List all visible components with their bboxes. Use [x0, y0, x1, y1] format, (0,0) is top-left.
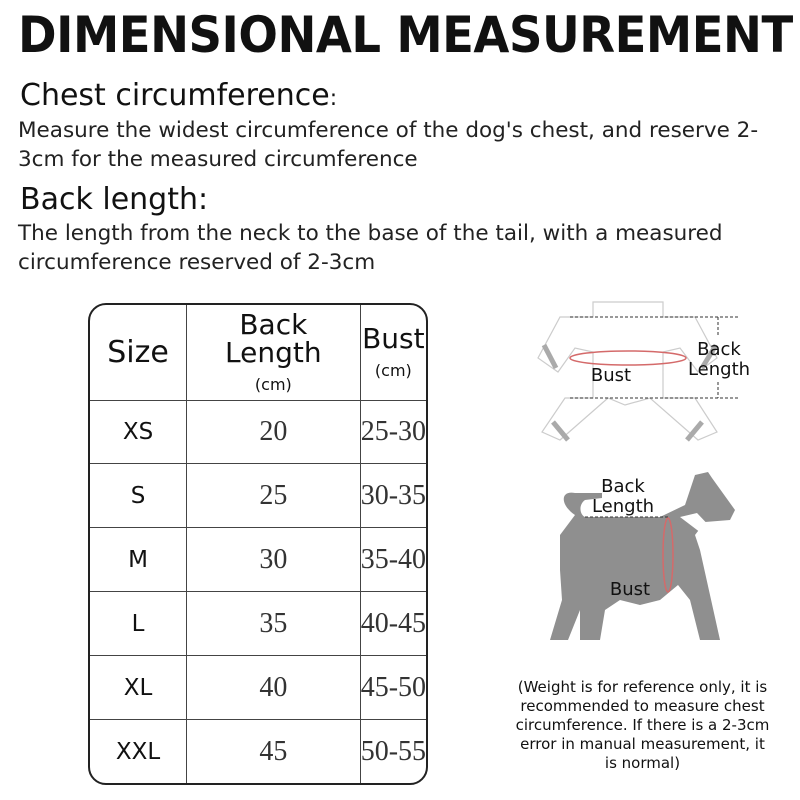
cell-back: 30	[186, 527, 361, 593]
header-bust-label: Bust	[362, 321, 425, 355]
dog-back-label-1: Back	[601, 476, 645, 497]
back-description: The length from the neck to the base of …	[18, 221, 723, 275]
cell-size: XXL	[90, 719, 187, 783]
bust-line	[662, 517, 674, 593]
header-back-length: Back Length (cm)	[186, 305, 361, 401]
weight-note: (Weight is for reference only, it is rec…	[515, 678, 770, 772]
cell-size: S	[90, 463, 187, 529]
cell-size: XL	[90, 655, 187, 721]
header-size: Size	[90, 305, 187, 401]
cell-size: M	[90, 527, 187, 593]
bust-line	[569, 350, 687, 366]
leg-cuff	[685, 420, 704, 442]
cell-back: 25	[186, 463, 361, 529]
table-row: L 35 40-45	[90, 591, 426, 657]
sleeve-cuff	[699, 343, 719, 370]
dog-bust-label: Bust	[609, 579, 651, 600]
sleeve-cuff	[541, 343, 559, 370]
cell-bust: 45-50	[359, 655, 426, 721]
table-row: XL 40 45-50	[90, 655, 426, 721]
table-row: XS 20 25-30	[90, 399, 426, 465]
cell-bust: 35-40	[359, 527, 426, 593]
table-header-row: Size Back Length (cm) Bust (cm)	[90, 305, 426, 401]
garment-bust-label: Bust	[590, 365, 632, 386]
leg-cuff	[551, 420, 570, 442]
header-bust: Bust (cm)	[359, 305, 426, 401]
cell-size: XS	[90, 399, 187, 465]
page-title: DIMENSIONAL MEASUREMENT	[18, 6, 793, 64]
chest-heading-text: Chest circumference	[20, 78, 330, 113]
cell-bust: 25-30	[359, 399, 426, 465]
dog-illustration	[550, 472, 735, 640]
garment-illustration	[537, 301, 738, 442]
cell-back: 40	[186, 655, 361, 721]
cell-back: 35	[186, 591, 361, 657]
dog-silhouette	[550, 472, 735, 640]
cell-back: 20	[186, 399, 361, 465]
table-row: M 30 35-40	[90, 527, 426, 593]
cell-bust: 50-55	[359, 719, 426, 783]
cell-back: 45	[186, 719, 361, 783]
back-heading: Back length:	[20, 182, 209, 217]
cell-bust: 30-35	[359, 463, 426, 529]
garment-back-label-2: Length	[687, 359, 751, 380]
chest-description: Measure the widest circumference of the …	[18, 118, 759, 172]
table-row: XXL 45 50-55	[90, 719, 426, 783]
cell-bust: 40-45	[359, 591, 426, 657]
dog-collar	[680, 513, 715, 536]
chest-heading: Chest circumference:	[20, 78, 337, 113]
header-bust-unit: (cm)	[374, 360, 412, 380]
cell-size: L	[90, 591, 187, 657]
chest-colon: :	[329, 86, 338, 111]
table-row: S 25 30-35	[90, 463, 426, 529]
garment-back-label-1: Back	[697, 339, 741, 360]
dog-back-label-2: Length	[591, 496, 655, 517]
size-table: Size Back Length (cm) Bust (cm) XS 20 25-30 …	[88, 303, 428, 785]
header-back-unit: (cm)	[254, 374, 292, 394]
header-back-length-label: Back Length	[225, 307, 322, 369]
